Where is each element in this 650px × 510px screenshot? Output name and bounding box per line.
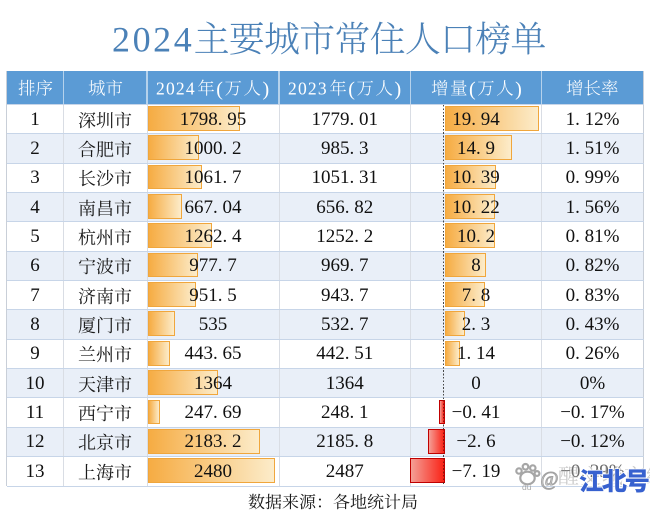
svg-text:): ) — [263, 78, 270, 100]
svg-text:(: ( — [217, 78, 224, 100]
svg-text:@: @ — [541, 469, 559, 490]
svg-text:(: ( — [348, 78, 355, 100]
svg-text:2024: 2024 — [112, 19, 194, 59]
svg-text:du: du — [522, 482, 532, 492]
svg-text:2024: 2024 — [156, 78, 196, 98]
svg-text:(: ( — [468, 78, 475, 100]
svg-text:2023: 2023 — [288, 78, 328, 98]
svg-text:): ) — [515, 78, 522, 100]
svg-text:): ) — [395, 78, 402, 100]
